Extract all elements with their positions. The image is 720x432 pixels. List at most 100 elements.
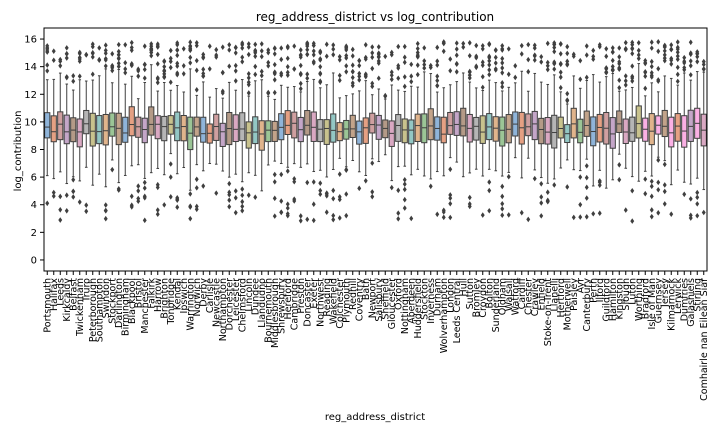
outlier-point [506, 212, 511, 218]
outlier-point [168, 161, 173, 167]
outlier-point [188, 203, 193, 209]
x-tick-label: Preston [296, 278, 307, 314]
outlier-point [181, 45, 186, 52]
box-iqr [219, 122, 226, 147]
box-crawley [531, 42, 538, 182]
box-cambridge [291, 43, 298, 204]
outlier-point [370, 83, 375, 90]
x-tick-label: Ilford [595, 278, 606, 302]
outlier-point [441, 48, 446, 55]
outlier-point [45, 68, 50, 74]
outlier-point [565, 43, 570, 50]
outlier-point [318, 56, 323, 62]
outlier-point [77, 199, 82, 205]
outlier-point [71, 188, 76, 195]
box-bristol [135, 66, 142, 205]
x-tick-label: Perth [588, 278, 599, 303]
outlier-point [376, 75, 381, 82]
outlier-point [402, 186, 407, 193]
outlier-point [656, 39, 661, 45]
x-tick-label: Wolverhampton [439, 278, 450, 353]
box-twickenham [76, 49, 83, 205]
outlier-point [259, 68, 264, 75]
outlier-point [259, 53, 264, 60]
outlier-point [116, 63, 121, 70]
box-enfield [538, 53, 545, 219]
x-tick-label: Doncaster [302, 278, 313, 327]
box-croydon [479, 42, 486, 218]
outlier-point [461, 44, 466, 50]
outlier-point [630, 45, 635, 52]
outlier-point [584, 195, 589, 201]
outlier-point [656, 157, 661, 163]
box-wolverhampton [440, 39, 447, 221]
outlier-point [493, 60, 498, 66]
outlier-point [487, 40, 492, 47]
outlier-point [636, 39, 641, 46]
outlier-point [240, 40, 245, 46]
outlier-point [604, 53, 609, 60]
box-bournemouth [265, 47, 272, 166]
outlier-point [45, 200, 50, 207]
outlier-point [227, 41, 232, 48]
outlier-point [480, 59, 485, 65]
box-hereford [284, 43, 291, 219]
outlier-point [305, 46, 310, 53]
box-iqr [180, 115, 187, 142]
box-stirling [694, 49, 701, 219]
outlier-point [506, 71, 511, 78]
outlier-point [318, 78, 323, 85]
outlier-point [435, 58, 440, 64]
outlier-point [142, 61, 147, 68]
box-luton [629, 39, 636, 224]
outlier-point [454, 40, 459, 46]
y-tick-label: 0 [31, 255, 37, 266]
outlier-point [201, 55, 206, 61]
box-iqr [460, 107, 467, 137]
outlier-point [500, 65, 505, 71]
outlier-point [396, 75, 401, 82]
outlier-point [545, 62, 550, 69]
outlier-point [695, 194, 700, 201]
outlier-point [136, 195, 141, 202]
outlier-point [526, 68, 531, 75]
outlier-point [656, 179, 661, 186]
x-tick-label: Birmingham [120, 278, 131, 336]
outlier-point [435, 44, 440, 51]
outlier-point [448, 67, 453, 74]
box-northwest [317, 48, 324, 197]
box-paisley [570, 51, 577, 221]
outlier-point [90, 54, 95, 60]
box-darlington [115, 41, 122, 193]
outlier-point [103, 47, 108, 54]
outlier-point [142, 185, 147, 191]
outlier-point [188, 39, 193, 46]
box-colchester [336, 53, 343, 221]
outlier-point [539, 194, 544, 200]
x-tick-label: Southampton [94, 278, 105, 342]
box-walsall [505, 46, 512, 218]
x-tick-label: Newport [367, 278, 378, 318]
outlier-point [266, 63, 271, 69]
outlier-point [337, 171, 342, 177]
box-iqr [492, 116, 499, 142]
outlier-point [175, 71, 180, 78]
y-tick-label: 16 [24, 35, 37, 46]
outlier-point [64, 51, 69, 57]
outlier-point [285, 201, 290, 207]
outlier-point [155, 51, 160, 58]
outlier-point [110, 67, 115, 74]
outlier-point [90, 41, 95, 47]
box-guildford [603, 45, 610, 189]
outlier-point [110, 51, 115, 57]
box-cardiff [518, 42, 525, 216]
outlier-point [233, 195, 238, 201]
outlier-point [571, 51, 576, 58]
outlier-point [324, 193, 329, 199]
x-tick-label: Colchester [335, 278, 346, 329]
outlier-point [240, 192, 245, 199]
outlier-point [279, 45, 284, 51]
outlier-point [604, 65, 609, 72]
outlier-point [84, 202, 89, 208]
outlier-point [357, 185, 362, 192]
